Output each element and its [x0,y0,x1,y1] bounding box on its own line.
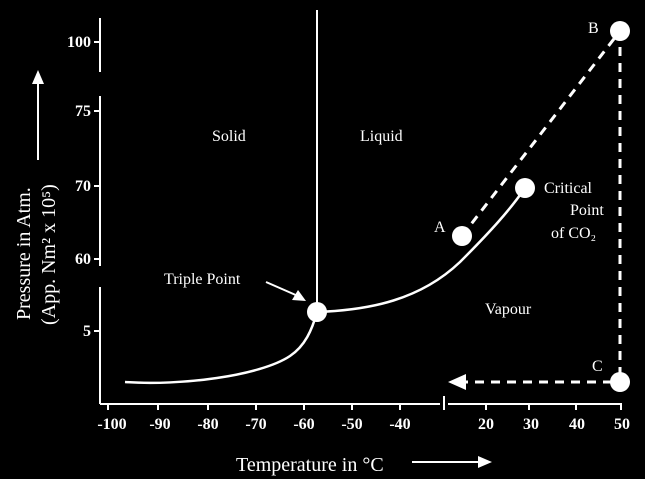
y-tick-5: 5 [83,323,91,340]
point-b-label: B [588,20,599,37]
critical-point-label-2: Point [570,202,604,219]
x-tick-minus70: -70 [245,416,266,433]
x-axis-title-arrow-head [478,456,492,468]
x-tick-50: 50 [614,416,630,433]
arrow-left-head [448,374,466,390]
x-tick-minus90: -90 [149,416,170,433]
x-tick-40: 40 [569,416,585,433]
triple-point-arrow-head [292,290,306,301]
point-c-dot [610,372,630,392]
y-tick-labels: 100 75 70 60 5 [67,34,91,340]
path-a-to-b [460,30,622,237]
x-tick-minus50: -50 [341,416,362,433]
region-solid-label: Solid [212,128,246,145]
critical-point-dot [515,178,535,198]
y-tick-60: 60 [75,251,91,268]
point-b-dot [610,21,630,41]
critical-point-label-1: Critical [544,180,593,197]
triple-point-arrow-shaft [265,281,299,297]
y-ticks [94,41,100,332]
region-vapour-label: Vapour [485,301,532,318]
x-ticks [107,404,622,410]
triple-point-label: Triple Point [164,271,241,288]
critical-point-label-3: of CO₂ [551,225,596,242]
axes [99,18,622,410]
y-axis-title-line2: (App. Nm² x 10⁵) [38,184,60,325]
y-axis-title-group: Pressure in Atm. (App. Nm² x 10⁵) [13,184,60,325]
point-a-dot [452,226,472,246]
x-tick-30: 30 [523,416,539,433]
x-tick-labels: -100 -90 -80 -70 -60 -50 -40 20 30 40 50 [97,416,630,433]
x-tick-minus100: -100 [97,416,126,433]
x-tick-minus60: -60 [293,416,314,433]
region-liquid-label: Liquid [360,128,403,145]
y-tick-70: 70 [75,178,91,195]
triple-point-dot [307,302,327,322]
x-tick-minus40: -40 [389,416,410,433]
dashed-process-path [460,30,622,384]
point-c-label: C [592,358,603,375]
y-axis-title-arrow-head [32,70,44,84]
point-a-label: A [434,219,446,236]
x-tick-20: 20 [478,416,494,433]
x-axis-title: Temperature in °C [236,454,384,476]
y-tick-75: 75 [75,103,91,120]
y-tick-100: 100 [67,34,91,51]
x-tick-minus80: -80 [197,416,218,433]
y-axis-title-line1: Pressure in Atm. [13,187,35,320]
